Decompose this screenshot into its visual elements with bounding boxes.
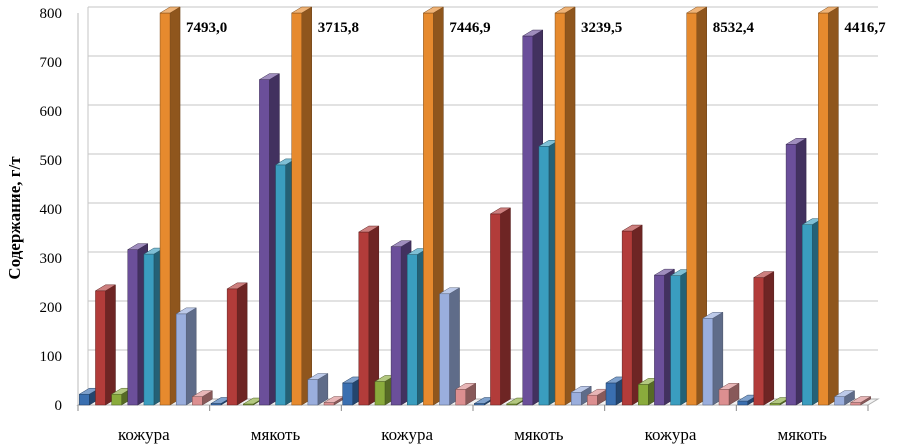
bar — [159, 6, 181, 406]
bar — [357, 225, 380, 406]
y-tick-label: 100 — [40, 349, 63, 365]
data-label: 3715,8 — [318, 20, 359, 36]
y-tick-label: 800 — [40, 6, 63, 22]
y-tick-label: 700 — [40, 55, 63, 71]
bar — [752, 271, 775, 406]
data-label: 3239,5 — [581, 20, 622, 36]
bar — [833, 390, 856, 406]
bar — [685, 6, 708, 406]
y-axis-label: Содержание, г/т — [5, 156, 24, 280]
data-label: 7446,9 — [449, 20, 490, 36]
bar — [226, 282, 249, 406]
x-category-label: мякоть — [777, 425, 827, 444]
data-label: 7493,0 — [186, 20, 227, 36]
bar — [586, 388, 609, 406]
data-label: 4416,7 — [844, 20, 886, 36]
bar — [290, 6, 313, 406]
data-label: 8532,4 — [713, 20, 755, 36]
bar — [554, 6, 576, 406]
x-category-label: кожура — [381, 425, 433, 444]
bar — [210, 397, 232, 406]
y-tick-label: 200 — [40, 300, 63, 316]
bar — [621, 224, 644, 406]
x-category-label: кожура — [645, 425, 697, 444]
bar — [454, 382, 477, 406]
gridlines — [77, 6, 878, 405]
y-tick-label: 0 — [55, 398, 63, 414]
bar — [489, 207, 512, 406]
bar — [306, 373, 329, 406]
y-tick-label: 600 — [40, 104, 63, 120]
x-category-label: кожура — [118, 425, 170, 444]
bar — [849, 396, 872, 406]
x-axis-categories: кожура мякоть кожура мякоть кожура мякоть — [77, 405, 869, 444]
y-tick-label: 300 — [40, 251, 63, 267]
data-labels: 7493,0 3715,8 7446,9 3239,5 8532,4 4416,7 — [186, 20, 886, 36]
bar — [718, 382, 740, 406]
bar — [94, 284, 117, 406]
x-category-label: мякоть — [251, 425, 301, 444]
y-axis-ticks: 0 100 200 300 400 500 600 700 800 — [40, 6, 63, 414]
bar — [438, 287, 461, 406]
x-category-label: мякоть — [514, 425, 564, 444]
bar — [175, 307, 198, 406]
bar — [817, 6, 840, 406]
y-tick-label: 400 — [40, 202, 63, 218]
bar — [191, 390, 214, 406]
y-tick-label: 500 — [40, 153, 63, 169]
bars — [78, 6, 872, 406]
